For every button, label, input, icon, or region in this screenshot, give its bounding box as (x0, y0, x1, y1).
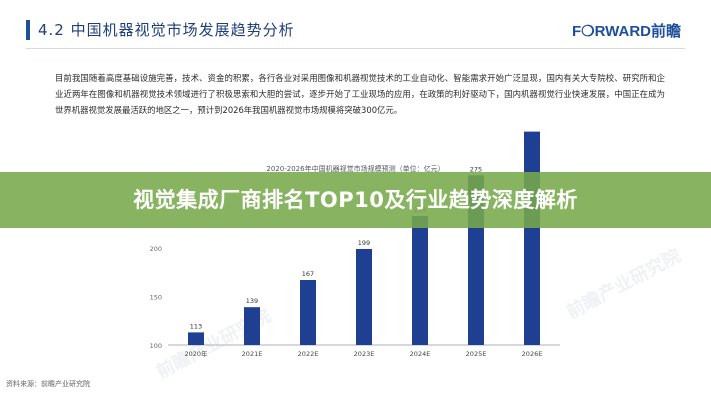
brand-logo: F❍RWARD前瞻 (572, 23, 681, 40)
body-paragraph: 目前我国随着高度基础设施完善，技术、资金的积累，各行各业对采用图像和机器视觉技术… (55, 73, 665, 115)
x-tick-label: 2025E (466, 350, 487, 358)
header-accent-bar (26, 20, 30, 40)
x-tick-label: 2023E (354, 350, 375, 358)
page-title: 4.2 中国机器视觉市场发展趋势分析 (38, 21, 295, 39)
bar-2 (300, 280, 316, 345)
chart-title: 2020-2026年中国机器视觉市场规模预测（单位：亿元） (266, 165, 445, 173)
source-note: 资料来源：前瞻产业研究院 (6, 380, 90, 388)
banner-title: 视觉集成厂商排名TOP10及行业趋势深度解析 (133, 188, 578, 212)
data-label: 113 (190, 322, 202, 330)
x-tick-label: 2024E (410, 350, 431, 358)
y-tick-label: 100 (150, 342, 162, 350)
data-label: 199 (358, 239, 370, 247)
title-banner: 视觉集成厂商排名TOP10及行业趋势深度解析 (0, 172, 711, 228)
bar-4 (412, 215, 428, 345)
header-divider (26, 48, 685, 49)
header: 4.2 中国机器视觉市场发展趋势分析 F❍RWARD前瞻 (0, 0, 711, 58)
bar-1 (244, 307, 260, 345)
x-tick-label: 2022E (298, 350, 319, 358)
x-tick-label: 2021E (242, 350, 263, 358)
y-tick-label: 150 (150, 294, 162, 302)
bar-0 (188, 332, 204, 345)
data-label: 139 (246, 297, 258, 305)
x-tick-label: 2026E (522, 350, 543, 358)
data-label: 275 (470, 165, 482, 173)
data-label: 167 (302, 270, 314, 278)
x-tick-label: 2020年 (184, 349, 208, 358)
y-tick-label: 200 (150, 245, 162, 253)
bar-3 (356, 248, 372, 345)
